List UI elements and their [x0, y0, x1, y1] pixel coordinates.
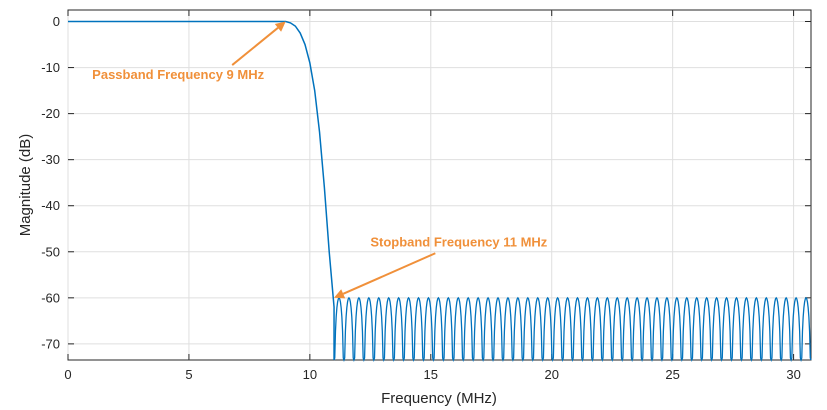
x-tick-label: 0: [64, 367, 71, 382]
annotation-layer: Passband Frequency 9 MHz Stopband Frequen…: [92, 21, 548, 299]
y-tick-label: -30: [41, 152, 60, 167]
y-tick-label: -70: [41, 336, 60, 351]
response-curve-stopband-ripples: [333, 296, 812, 363]
annotation-arrow-head: [274, 21, 286, 32]
plot-area: [67, 9, 812, 361]
x-tick-label: 5: [185, 367, 192, 382]
tick-layer: 0 5 10 15 20 25 30 0 -10 -20 -30 -40 -50 -60 -70: [41, 10, 811, 382]
x-axis-title: Frequency (MHz): [381, 390, 497, 407]
annotation-arrow-line: [342, 252, 436, 295]
series-layer: [68, 20, 812, 363]
y-tick-label: -50: [41, 244, 60, 259]
annotation-arrow-line: [231, 27, 279, 66]
y-tick-label: 0: [53, 14, 60, 29]
y-axis-title: Magnitude (dB): [17, 134, 34, 237]
annotation-text: Passband Frequency 9 MHz: [92, 67, 264, 82]
y-tick-label: -10: [41, 60, 60, 75]
x-tick-label: 20: [544, 367, 558, 382]
y-tick-label: -60: [41, 290, 60, 305]
x-tick-label: 10: [303, 367, 317, 382]
y-tick-label: -20: [41, 106, 60, 121]
x-tick-label: 25: [665, 367, 679, 382]
annotation-text: Stopband Frequency 11 MHz: [370, 234, 547, 249]
annotation-arrow-head: [334, 289, 346, 299]
y-tick-label: -40: [41, 198, 60, 213]
response-curve-passband-transition: [68, 20, 335, 360]
x-tick-label: 15: [424, 367, 438, 382]
x-tick-label: 30: [786, 367, 800, 382]
